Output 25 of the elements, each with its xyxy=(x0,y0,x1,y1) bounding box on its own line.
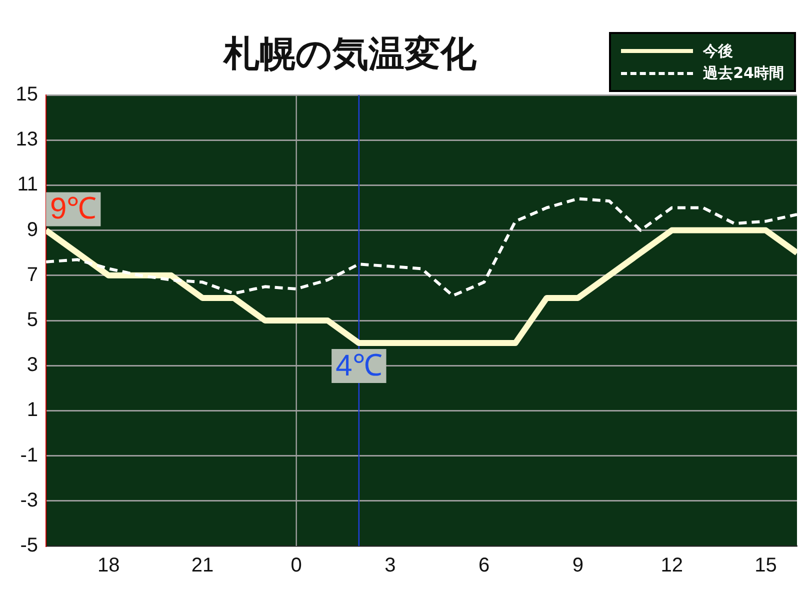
line-series xyxy=(46,197,797,298)
annotation: 9℃ xyxy=(50,192,97,226)
y-tick-label: 11 xyxy=(17,174,38,196)
x-tick-label: 15 xyxy=(754,554,777,577)
x-tick-label: 12 xyxy=(660,554,683,577)
y-tick-label: 1 xyxy=(26,399,38,422)
x-tick-label: 9 xyxy=(572,554,584,577)
x-tick-label: 21 xyxy=(191,554,214,577)
y-tick-label: 9 xyxy=(26,218,38,241)
y-tick-label: 13 xyxy=(16,128,38,151)
y-tick-label: -3 xyxy=(20,489,38,512)
y-tick-label: 15 xyxy=(16,84,38,106)
annotation: 4℃ xyxy=(336,349,382,382)
x-tick-label: 0 xyxy=(290,554,302,577)
x-tick-label: 18 xyxy=(97,554,120,577)
x-tick-label: 3 xyxy=(384,554,396,577)
legend-label: 今後 xyxy=(703,42,734,60)
y-tick-label: 3 xyxy=(26,354,38,376)
chart-title: 札幌の気温変化 xyxy=(222,33,478,77)
x-tick-label: 6 xyxy=(478,554,490,577)
legend-label: 過去24時間 xyxy=(703,64,784,82)
y-tick-label: -5 xyxy=(20,534,38,557)
y-tick-label: -1 xyxy=(20,444,38,466)
y-tick-label: 7 xyxy=(26,264,38,286)
y-tick-label: 5 xyxy=(26,309,38,332)
